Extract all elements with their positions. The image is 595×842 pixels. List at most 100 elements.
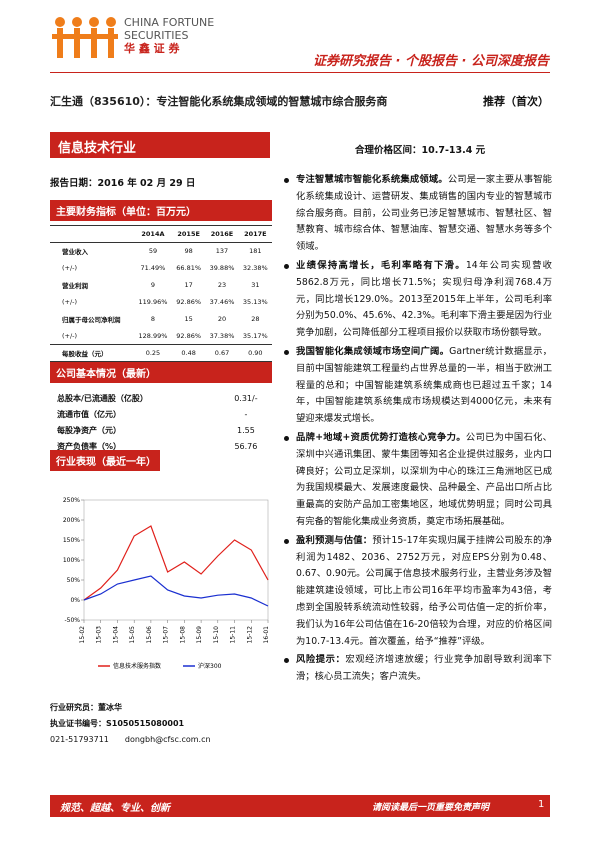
y-tick-label: 0% [70, 597, 80, 604]
row: 每股净资产（元） 1.55 [55, 422, 270, 438]
y-tick-label: -50% [64, 617, 80, 624]
bullet-lead: 品牌+地域+资质优势打造核心竞争力。 [296, 431, 466, 443]
price-range: 合理价格区间：10.7-13.4 元 [355, 145, 486, 156]
section-heading: 行业表现（最近一年） [50, 450, 160, 471]
row-label: (+/-) [62, 264, 78, 272]
analyst: 行业研究员：董冰华 [50, 703, 122, 712]
bullet-lead: 业绩保持高增长，毛利率略有下滑。 [296, 259, 466, 271]
footer-bar [50, 795, 550, 817]
cell: 181 [249, 247, 262, 256]
industry-banner: 信息技术行业 [50, 132, 270, 158]
cell: 119.96% [138, 298, 168, 306]
contact: 021-51793711 dongbh@cfsc.com.cn [50, 735, 211, 744]
report-title: 汇生通（835610）：专注智能化系统集成领域的智慧城市综合服务商 [50, 95, 388, 108]
x-tick-label: 15-03 [96, 626, 103, 644]
cell: 0.31/- [234, 393, 258, 403]
x-tick-label: 15-08 [179, 626, 186, 644]
rule [50, 72, 550, 73]
plot-frame [83, 499, 269, 621]
row: 营业利润 9 17 23 31 [50, 277, 272, 294]
row: 总股本/已流通股（亿股） 0.31/- [55, 390, 270, 406]
footer-disclaimer: 请阅读最后一页重要免责声明 [372, 803, 490, 813]
row-label: 营业利润 [62, 282, 88, 290]
row-label: 总股本/已流通股（亿股） [57, 393, 148, 403]
cell: 35.13% [242, 298, 268, 306]
bullet: 专注智慧城市智能化系统集成领域。公司是一家主要从事智能化系统集成设计、运营研发、… [284, 172, 552, 256]
row: 归属于母公司净利润 8 15 20 28 [50, 311, 272, 328]
bullet: 业绩保持高增长，毛利率略有下滑。14年公司实现营收5862.8万元，同比增长71… [284, 258, 552, 342]
cell: 20 [217, 315, 227, 323]
series-line [83, 525, 269, 601]
cell: 0.48 [172, 344, 206, 362]
cell: 31 [251, 281, 260, 289]
bullet: 品牌+地域+资质优势打造核心竞争力。公司已为中国石化、深圳中兴通讯集团、蒙牛集团… [284, 430, 552, 531]
cell: 56.76 [234, 441, 258, 451]
row-label: 归属于母公司净利润 [62, 316, 121, 324]
cell: 71.49% [140, 264, 166, 272]
bullet-text: 宏观经济增速放缓；行业竞争加剧导致利润率下滑；核心员工流失；客户流失。 [296, 654, 552, 683]
row-label: 流通市值（亿元） [57, 409, 121, 419]
cell: 28 [251, 315, 260, 323]
x-tick-label: 15-05 [129, 626, 136, 644]
cell: 15 [184, 315, 193, 323]
legend-label: 沪深300 [198, 662, 222, 670]
row-label: 营业收入 [62, 248, 88, 257]
cell: 137 [215, 247, 229, 256]
rating: 推荐（首次） [483, 95, 549, 108]
x-tick-label: 15-11 [230, 626, 237, 644]
section-heading: 主要财务指标（单位：百万元） [50, 200, 272, 221]
y-tick-label: 50% [67, 577, 81, 584]
row-label: 每股净资产（元） [57, 425, 121, 435]
column-header: 2014A [133, 225, 172, 243]
cell: - [244, 409, 248, 419]
y-tick-label: 100% [63, 557, 80, 564]
series-line [83, 575, 269, 607]
logo-text: CHINA FORTUNE SECURITIES 华 鑫 证 券 [124, 16, 214, 55]
bullet-text: 14年公司实现营收5862.8万元，同比增长71.5%；实现归母净利润768.4… [296, 259, 552, 339]
row-label: (+/-) [62, 331, 78, 340]
report-date: 报告日期：2016 年 02 月 29 日 [50, 178, 196, 189]
x-tick-label: 15-02 [79, 626, 86, 644]
cell: 0.67 [205, 344, 239, 362]
license: 执业证书编号：S1050515080001 [50, 719, 185, 728]
y-tick-label: 200% [63, 517, 80, 524]
cell: 92.86% [176, 331, 202, 340]
cell: 35.17% [242, 331, 268, 340]
bullet-text: 预计15-17年实现归属于挂牌公司股东的净利润为1482、2036、2752万元… [296, 534, 552, 647]
cell: 98 [184, 247, 193, 256]
cell: 59 [148, 247, 158, 256]
cell: 0.90 [238, 344, 272, 362]
column-header: 2015E [172, 225, 206, 243]
bullet-text: 公司已为中国石化、深圳中兴通讯集团、蒙牛集团等知名企业提供过服务，业内口碑良好；… [296, 431, 552, 527]
column-header: 2017E [238, 225, 272, 243]
bullet-lead: 专注智慧城市智能化系统集成领域。 [296, 174, 448, 185]
logo-en: CHINA FORTUNE [124, 16, 215, 29]
row: 资产负债率（%） 56.76 [55, 438, 270, 454]
bullet: 盈利预测与估值：预计15-17年实现归属于挂牌公司股东的净利润为1482、203… [284, 533, 552, 651]
x-tick-label: 15-09 [196, 626, 203, 644]
cell: 32.38% [242, 264, 268, 272]
bullet-text: 公司是一家主要从事智能化系统集成设计、运营研发、集成销售的国内专业的智慧城市综合… [296, 174, 552, 253]
logo-mark [52, 17, 118, 58]
basic-table: 总股本/已流通股（亿股） 0.31/- 流通市值（亿元） - 每股净资产（元） 1.55 资… [55, 390, 270, 454]
header-row: 2014A 2015E 2016E 2017E [50, 225, 272, 243]
legend-label: 信息技术服务指数 [113, 662, 161, 670]
row: (+/-) 71.49% 66.81% 39.88% 32.38% [50, 260, 272, 277]
bullet: 我国智能化集成领域市场空间广阔。Gartner统计数据显示，目前中国智能建筑工程… [284, 344, 552, 428]
financial-table: 2014A 2015E 2016E 2017E 营业收入 59 98 137 181 (+/-) 7… [50, 225, 272, 362]
analyst-info: 行业研究员：董冰华 执业证书编号：S1050515080001 021-5179… [50, 700, 211, 748]
section-heading: 公司基本情况（最新） [50, 362, 272, 383]
cell: 37.46% [209, 298, 235, 306]
row: (+/-) 119.96% 92.86% 37.46% 35.13% [50, 294, 272, 311]
cell: 17 [184, 281, 193, 289]
cell: 8 [150, 315, 156, 323]
cell: 39.88% [209, 264, 235, 272]
cell: 0.25 [133, 344, 172, 362]
bullet-lead: 盈利预测与估值： [296, 534, 373, 546]
cell: 37.38% [209, 331, 235, 340]
cell: 1.55 [237, 425, 255, 435]
x-tick-label: 15-07 [163, 626, 170, 644]
x-tick-label: 15-06 [146, 626, 153, 644]
report-type: 证券研究报告 · 个股报告 · 公司深度报告 [313, 54, 549, 69]
